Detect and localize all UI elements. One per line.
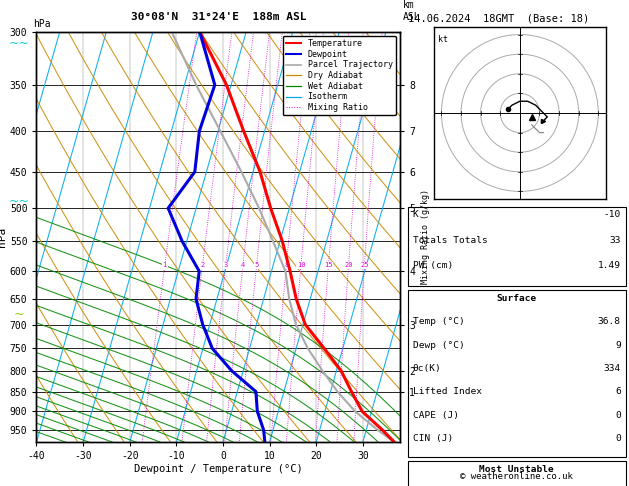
Text: Lifted Index: Lifted Index <box>413 387 482 397</box>
Text: θc(K): θc(K) <box>413 364 442 373</box>
Text: 1.49: 1.49 <box>598 261 621 270</box>
Text: K: K <box>413 210 418 220</box>
Text: 0: 0 <box>615 434 621 443</box>
Text: 20: 20 <box>344 262 353 268</box>
Text: ~~: ~~ <box>8 195 30 208</box>
Text: © weatheronline.co.uk: © weatheronline.co.uk <box>460 472 573 481</box>
Text: PW (cm): PW (cm) <box>413 261 453 270</box>
Text: 8: 8 <box>284 262 289 268</box>
Text: 1: 1 <box>163 262 167 268</box>
Text: 5: 5 <box>254 262 259 268</box>
Text: Dewp (°C): Dewp (°C) <box>413 341 464 350</box>
Text: CIN (J): CIN (J) <box>413 434 453 443</box>
Text: 33: 33 <box>610 236 621 245</box>
Text: Totals Totals: Totals Totals <box>413 236 487 245</box>
Text: 4: 4 <box>241 262 245 268</box>
Text: 36.8: 36.8 <box>598 317 621 327</box>
Text: 334: 334 <box>604 364 621 373</box>
Text: 6: 6 <box>615 387 621 397</box>
Text: km
ASL: km ASL <box>403 0 421 22</box>
Text: Most Unstable: Most Unstable <box>479 465 554 474</box>
Text: 3: 3 <box>224 262 228 268</box>
Text: 25: 25 <box>360 262 369 268</box>
Text: kt: kt <box>438 35 447 44</box>
Text: 0: 0 <box>615 411 621 420</box>
Text: ~~: ~~ <box>8 36 30 50</box>
Text: CAPE (J): CAPE (J) <box>413 411 459 420</box>
Text: 9: 9 <box>615 341 621 350</box>
Y-axis label: hPa: hPa <box>0 227 7 247</box>
Text: 30°08'N  31°24'E  188m ASL: 30°08'N 31°24'E 188m ASL <box>130 12 306 22</box>
Text: 2: 2 <box>200 262 204 268</box>
Text: hPa: hPa <box>33 19 51 29</box>
Text: Surface: Surface <box>497 294 537 303</box>
Legend: Temperature, Dewpoint, Parcel Trajectory, Dry Adiabat, Wet Adiabat, Isotherm, Mi: Temperature, Dewpoint, Parcel Trajectory… <box>282 36 396 115</box>
X-axis label: Dewpoint / Temperature (°C): Dewpoint / Temperature (°C) <box>134 464 303 474</box>
Text: 14.06.2024  18GMT  (Base: 18): 14.06.2024 18GMT (Base: 18) <box>408 14 589 24</box>
Text: Mixing Ratio (g/kg): Mixing Ratio (g/kg) <box>421 190 430 284</box>
Text: 10: 10 <box>297 262 305 268</box>
Text: ~: ~ <box>14 308 24 321</box>
Text: 15: 15 <box>324 262 333 268</box>
Text: -10: -10 <box>604 210 621 220</box>
Text: Temp (°C): Temp (°C) <box>413 317 464 327</box>
